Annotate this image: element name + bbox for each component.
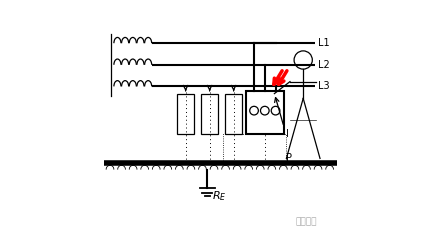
Text: L1: L1 (318, 38, 329, 48)
Text: L2: L2 (318, 60, 329, 70)
Bar (246, 91, 284, 134)
Bar (223, 134, 286, 163)
Bar (177, 94, 194, 134)
Bar (202, 94, 218, 134)
Text: L3: L3 (318, 81, 329, 91)
Bar (225, 94, 242, 134)
Text: P: P (286, 153, 293, 163)
Text: 豆丁施工: 豆丁施工 (296, 218, 318, 227)
Text: I: I (286, 129, 289, 139)
Text: $R_E$: $R_E$ (211, 190, 226, 203)
